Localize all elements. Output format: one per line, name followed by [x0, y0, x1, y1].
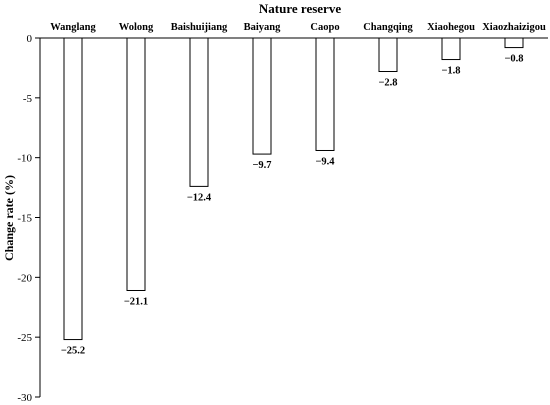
y-tick-label: -10 — [17, 153, 32, 165]
bar-value-label: −9.7 — [252, 160, 271, 171]
bar — [315, 37, 335, 151]
category-label: Caopo — [310, 22, 339, 33]
category-label: Baiyang — [244, 22, 282, 33]
bar — [378, 37, 398, 73]
y-axis-label: Change rate (%) — [2, 175, 16, 261]
bar — [126, 37, 146, 291]
y-tick-label: -5 — [23, 93, 33, 105]
bar-value-label: −0.8 — [504, 54, 523, 65]
bar-value-label: −25.2 — [61, 346, 85, 357]
bar-value-label: −2.8 — [378, 78, 397, 89]
bar — [504, 37, 524, 49]
y-tick-label: 0 — [27, 33, 33, 45]
chart-title: Nature reserve — [259, 1, 341, 16]
bar — [441, 37, 461, 61]
category-labels: Wanglang Wolong Baishuijiang Baiyang Caopo Ch… — [50, 22, 546, 33]
value-labels: −25.2 −21.1 −12.4 −9.7 −9.4 −2.8 −1.8 −0.8 — [61, 54, 524, 357]
category-label: Xiaohegou — [427, 22, 475, 33]
category-label: Wanglang — [50, 22, 96, 33]
category-label: Wolong — [119, 22, 154, 33]
y-tick-label: -25 — [17, 332, 32, 344]
category-label: Xiaozhaizigou — [482, 22, 546, 33]
category-label: Baishuijiang — [171, 22, 228, 33]
bar-value-label: −9.4 — [315, 156, 335, 167]
bar-value-label: −12.4 — [187, 192, 212, 203]
bar — [63, 37, 83, 341]
y-ticks: 0 -5 -10 -15 -20 -25 -30 — [17, 33, 40, 404]
bar-value-label: −1.8 — [441, 66, 460, 77]
bar — [252, 37, 272, 155]
y-tick-label: -20 — [17, 272, 32, 284]
category-label: Changqing — [363, 22, 413, 33]
y-tick-label: -15 — [17, 213, 32, 225]
bar — [189, 37, 209, 187]
bars — [63, 37, 524, 341]
y-tick-label: -30 — [17, 392, 32, 404]
bar-value-label: −21.1 — [124, 296, 148, 307]
